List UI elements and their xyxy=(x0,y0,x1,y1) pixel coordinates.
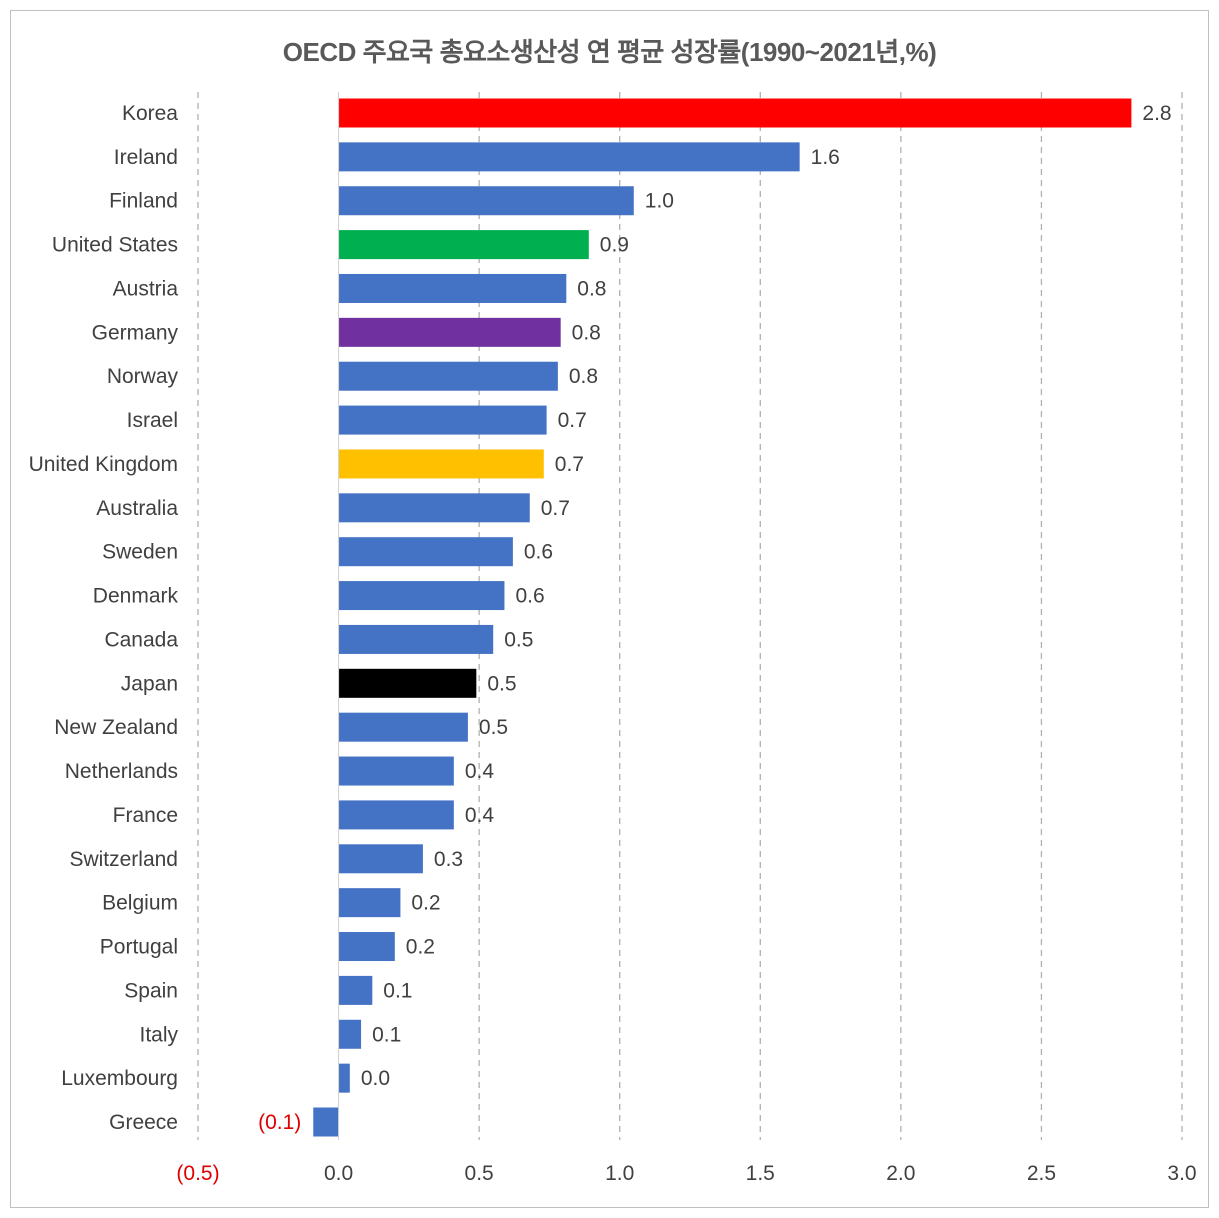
bar xyxy=(338,186,634,216)
category-label: France xyxy=(113,804,178,827)
data-label: 0.6 xyxy=(515,585,544,608)
data-label: 2.8 xyxy=(1142,102,1171,125)
category-label: New Zealand xyxy=(54,716,178,739)
data-label: 0.8 xyxy=(569,365,598,388)
category-label: Luxembourg xyxy=(61,1067,178,1090)
bar xyxy=(338,230,589,260)
data-label: 0.8 xyxy=(577,277,606,300)
chart-title: OECD 주요국 총요소생산성 연 평균 성장률(1990~2021년,%) xyxy=(282,37,937,67)
x-tick-label: 2.5 xyxy=(1027,1162,1056,1185)
bar xyxy=(338,756,454,786)
data-label: 0.3 xyxy=(434,848,463,871)
data-label: 0.1 xyxy=(383,979,412,1002)
category-label: Netherlands xyxy=(65,760,178,783)
data-label: 0.7 xyxy=(541,497,570,520)
bar xyxy=(338,317,561,347)
bar xyxy=(338,624,494,654)
data-label: 0.4 xyxy=(465,804,495,827)
data-label: 0.7 xyxy=(555,453,584,476)
data-label: 0.5 xyxy=(504,628,533,651)
data-label: 0.9 xyxy=(600,234,629,257)
category-label: Israel xyxy=(127,409,178,432)
x-tick-label: (0.5) xyxy=(176,1162,219,1185)
data-label: 0.4 xyxy=(465,760,495,783)
category-label: Germany xyxy=(92,321,179,344)
x-tick-label: 0.0 xyxy=(324,1162,353,1185)
category-label: Portugal xyxy=(100,936,178,959)
bar xyxy=(338,405,547,435)
category-label: Greece xyxy=(109,1111,178,1134)
bar xyxy=(338,273,567,303)
data-label: 1.6 xyxy=(811,146,840,169)
category-label: Korea xyxy=(122,102,178,125)
bar xyxy=(338,449,544,479)
data-label: 0.7 xyxy=(558,409,587,432)
bar xyxy=(338,712,468,742)
bar xyxy=(338,537,513,567)
bar xyxy=(338,800,454,830)
category-label: Spain xyxy=(124,979,178,1002)
x-tick-label: 3.0 xyxy=(1167,1162,1196,1185)
category-label: Belgium xyxy=(102,892,178,915)
category-label: United Kingdom xyxy=(29,453,178,476)
data-label: 0.2 xyxy=(411,892,440,915)
category-label: Japan xyxy=(121,672,178,695)
category-label: United States xyxy=(52,234,178,257)
category-label: Austria xyxy=(113,277,179,300)
bar xyxy=(338,888,401,918)
data-label: 0.0 xyxy=(361,1067,390,1090)
data-label: 0.6 xyxy=(524,541,553,564)
x-tick-label: 0.5 xyxy=(465,1162,494,1185)
x-tick-label: 1.5 xyxy=(746,1162,775,1185)
bar xyxy=(313,1107,339,1137)
x-tick-label: 1.0 xyxy=(605,1162,634,1185)
bar xyxy=(338,98,1132,128)
x-tick-label: 2.0 xyxy=(886,1162,915,1185)
data-label: 0.2 xyxy=(406,936,435,959)
bar xyxy=(338,142,800,172)
category-label: Switzerland xyxy=(69,848,178,871)
category-label: Ireland xyxy=(114,146,178,169)
category-label: Canada xyxy=(104,628,178,651)
bar xyxy=(338,844,423,874)
bar xyxy=(338,932,395,962)
bar xyxy=(338,668,477,698)
category-label: Italy xyxy=(139,1023,178,1046)
category-label: Sweden xyxy=(102,541,178,564)
bar xyxy=(338,975,373,1005)
data-label: (0.1) xyxy=(258,1111,301,1134)
bar xyxy=(338,581,505,611)
data-label: 0.1 xyxy=(372,1023,401,1046)
bar xyxy=(338,361,558,391)
bar xyxy=(338,493,530,523)
bar xyxy=(338,1019,362,1049)
data-label: 1.0 xyxy=(645,190,674,213)
category-label: Australia xyxy=(96,497,178,520)
data-label: 0.5 xyxy=(487,672,516,695)
bar xyxy=(338,1063,350,1093)
data-label: 0.8 xyxy=(572,321,601,344)
data-label: 0.5 xyxy=(479,716,508,739)
category-label: Norway xyxy=(107,365,179,388)
category-label: Finland xyxy=(109,190,178,213)
category-label: Denmark xyxy=(93,585,179,608)
